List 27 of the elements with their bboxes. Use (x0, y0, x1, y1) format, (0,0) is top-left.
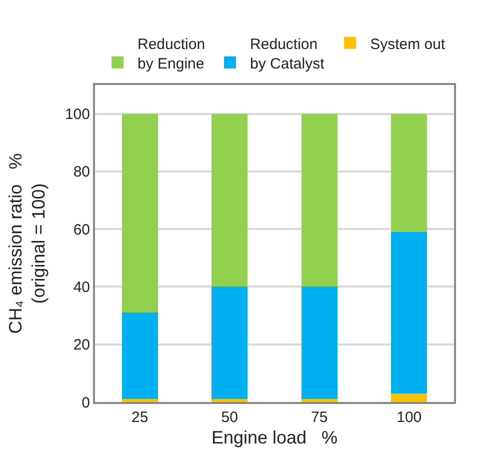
y-tick-label: 80 (73, 164, 90, 181)
x-tick-label: 25 (132, 409, 148, 426)
y-tick-label: 20 (73, 336, 90, 354)
bar (122, 399, 158, 402)
x-axis-title: Engine load % (211, 428, 338, 448)
bar (122, 312, 158, 400)
legend-label: Reduction by Catalyst (250, 36, 326, 72)
bar (301, 286, 338, 400)
bar (212, 114, 248, 287)
bar (301, 399, 338, 402)
x-tick-label: 50 (221, 409, 238, 426)
bar (391, 393, 428, 402)
x-tick-label: 100 (396, 409, 422, 426)
bar (391, 114, 428, 232)
bar (301, 114, 338, 287)
bar (391, 232, 428, 394)
bar (212, 399, 248, 402)
bar (212, 286, 248, 400)
y-tick-label: 40 (73, 278, 90, 296)
y-tick-label: 0 (82, 394, 90, 412)
legend-label: Reduction by Engine (138, 36, 206, 72)
y-tick-label: 100 (64, 106, 90, 124)
y-axis-title: CH₄ emission ratio % (original = 100) (5, 153, 49, 334)
bar (122, 114, 158, 313)
legend-label: System out (370, 36, 446, 53)
x-tick-label: 75 (311, 409, 328, 426)
y-tick-label: 60 (73, 221, 90, 238)
